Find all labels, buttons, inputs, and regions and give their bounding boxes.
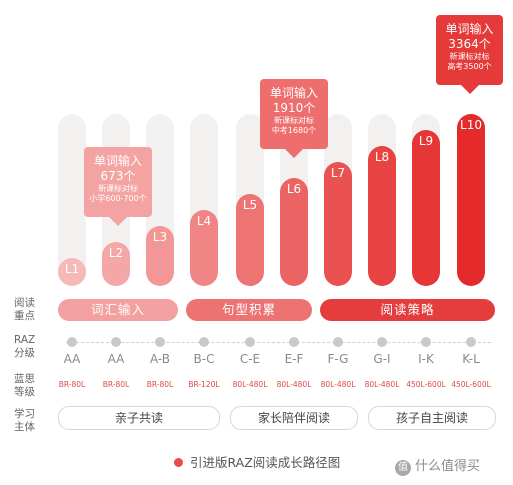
bar-track-l1 xyxy=(58,114,86,286)
raz-dot-1 xyxy=(67,337,77,347)
bar-l4 xyxy=(190,210,218,286)
raz-dot-5 xyxy=(245,337,255,347)
watermark-badge-icon: 值 xyxy=(395,460,411,476)
callout-count: 1910个 xyxy=(272,101,316,115)
raz-dot-3 xyxy=(155,337,165,347)
callout-count: 3364个 xyxy=(448,37,491,51)
callout-pointer-icon xyxy=(109,217,127,226)
bar-l1 xyxy=(58,258,86,286)
bar-l5 xyxy=(236,194,264,286)
bar-label-l4: L4 xyxy=(196,214,212,228)
mode-pill-2: 家长陪伴阅读 xyxy=(230,406,358,430)
bar-label-l8: L8 xyxy=(374,150,390,164)
bar-l9 xyxy=(412,130,440,286)
callout-pointer-icon xyxy=(285,149,303,158)
focus-pill-2: 句型积累 xyxy=(186,299,312,321)
raz-dot-6 xyxy=(289,337,299,347)
callout-target: 高考3500个 xyxy=(447,62,492,71)
focus-pill-3: 阅读策略 xyxy=(320,299,495,321)
callout-standard: 新课标对标 xyxy=(449,52,490,61)
row-label-lexile: 蓝思 等级 xyxy=(14,373,35,398)
focus-pill-1: 词汇输入 xyxy=(58,299,178,321)
bar-label-l3: L3 xyxy=(152,230,168,244)
raz-level-9: I-K xyxy=(418,352,434,366)
callout-l10: 单词输入 3364个 新课标对标 高考3500个 xyxy=(436,15,503,94)
legend-dot-icon xyxy=(174,458,183,467)
lexile-level-5: 80L-480L xyxy=(232,380,268,389)
lexile-level-10: 450L-600L xyxy=(451,380,491,389)
raz-level-8: G-I xyxy=(373,352,391,366)
raz-level-10: K-L xyxy=(462,352,480,366)
callout-target: 中考1680个 xyxy=(271,126,317,135)
bar-l8 xyxy=(368,146,396,286)
raz-level-7: F-G xyxy=(327,352,349,366)
callout-count: 673个 xyxy=(100,169,136,183)
legend: 引进版RAZ阅读成长路径图 xyxy=(174,455,340,471)
bar-label-l7: L7 xyxy=(330,166,346,180)
raz-dot-7 xyxy=(333,337,343,347)
callout-standard: 新课标对标 xyxy=(98,184,138,193)
lexile-level-7: 80L-480L xyxy=(320,380,356,389)
lexile-level-4: BR-120L xyxy=(188,380,220,389)
lexile-level-2: BR-80L xyxy=(102,380,130,389)
raz-level-4: B-C xyxy=(193,352,215,366)
lexile-level-6: 80L-480L xyxy=(276,380,312,389)
callout-l2: 单词输入 673个 新课标对标 小学600-700个 xyxy=(84,147,152,226)
raz-level-1: AA xyxy=(63,352,81,366)
bar-l7 xyxy=(324,162,352,286)
raz-dot-2 xyxy=(111,337,121,347)
callout-standard: 新课标对标 xyxy=(274,116,314,125)
watermark: 值什么值得买 xyxy=(395,455,480,476)
callout-l6: 单词输入 1910个 新课标对标 中考1680个 xyxy=(260,79,328,158)
bar-label-l9: L9 xyxy=(418,134,434,148)
bar-label-l10: L10 xyxy=(460,118,482,132)
bar-label-l6: L6 xyxy=(286,182,302,196)
callout-target: 小学600-700个 xyxy=(89,194,147,203)
bar-l10 xyxy=(457,114,485,286)
lexile-level-1: BR-80L xyxy=(58,380,86,389)
bar-l3 xyxy=(146,226,174,286)
bar-label-l2: L2 xyxy=(108,246,124,260)
callout-pointer-icon xyxy=(460,85,479,94)
row-label-focus: 阅读 重点 xyxy=(14,297,35,322)
callout-title: 单词输入 xyxy=(445,22,494,36)
raz-dot-4 xyxy=(199,337,209,347)
watermark-text: 什么值得买 xyxy=(415,459,481,474)
raz-dot-9 xyxy=(421,337,431,347)
lexile-level-9: 450L-600L xyxy=(406,380,446,389)
raz-dotted-line xyxy=(66,342,491,343)
lexile-level-8: 80L-480L xyxy=(364,380,400,389)
callout-title: 单词输入 xyxy=(93,154,142,168)
mode-pill-1: 亲子共读 xyxy=(58,406,220,430)
bar-label-l5: L5 xyxy=(242,198,258,212)
lexile-level-3: BR-80L xyxy=(146,380,174,389)
raz-dot-10 xyxy=(466,337,476,347)
mode-pill-3: 孩子自主阅读 xyxy=(368,406,496,430)
raz-level-3: A-B xyxy=(149,352,171,366)
bar-label-l1: L1 xyxy=(64,262,80,276)
callout-title: 单词输入 xyxy=(269,86,318,100)
bar-l2 xyxy=(102,242,130,286)
legend-text: 引进版RAZ阅读成长路径图 xyxy=(190,455,341,470)
raz-level-2: AA xyxy=(107,352,125,366)
raz-level-6: E-F xyxy=(284,352,304,366)
bar-l6 xyxy=(280,178,308,286)
row-label-raz: RAZ 分级 xyxy=(14,334,36,359)
raz-dot-8 xyxy=(377,337,387,347)
row-label-mode: 学习 主体 xyxy=(14,408,35,433)
raz-level-5: C-E xyxy=(239,352,261,366)
